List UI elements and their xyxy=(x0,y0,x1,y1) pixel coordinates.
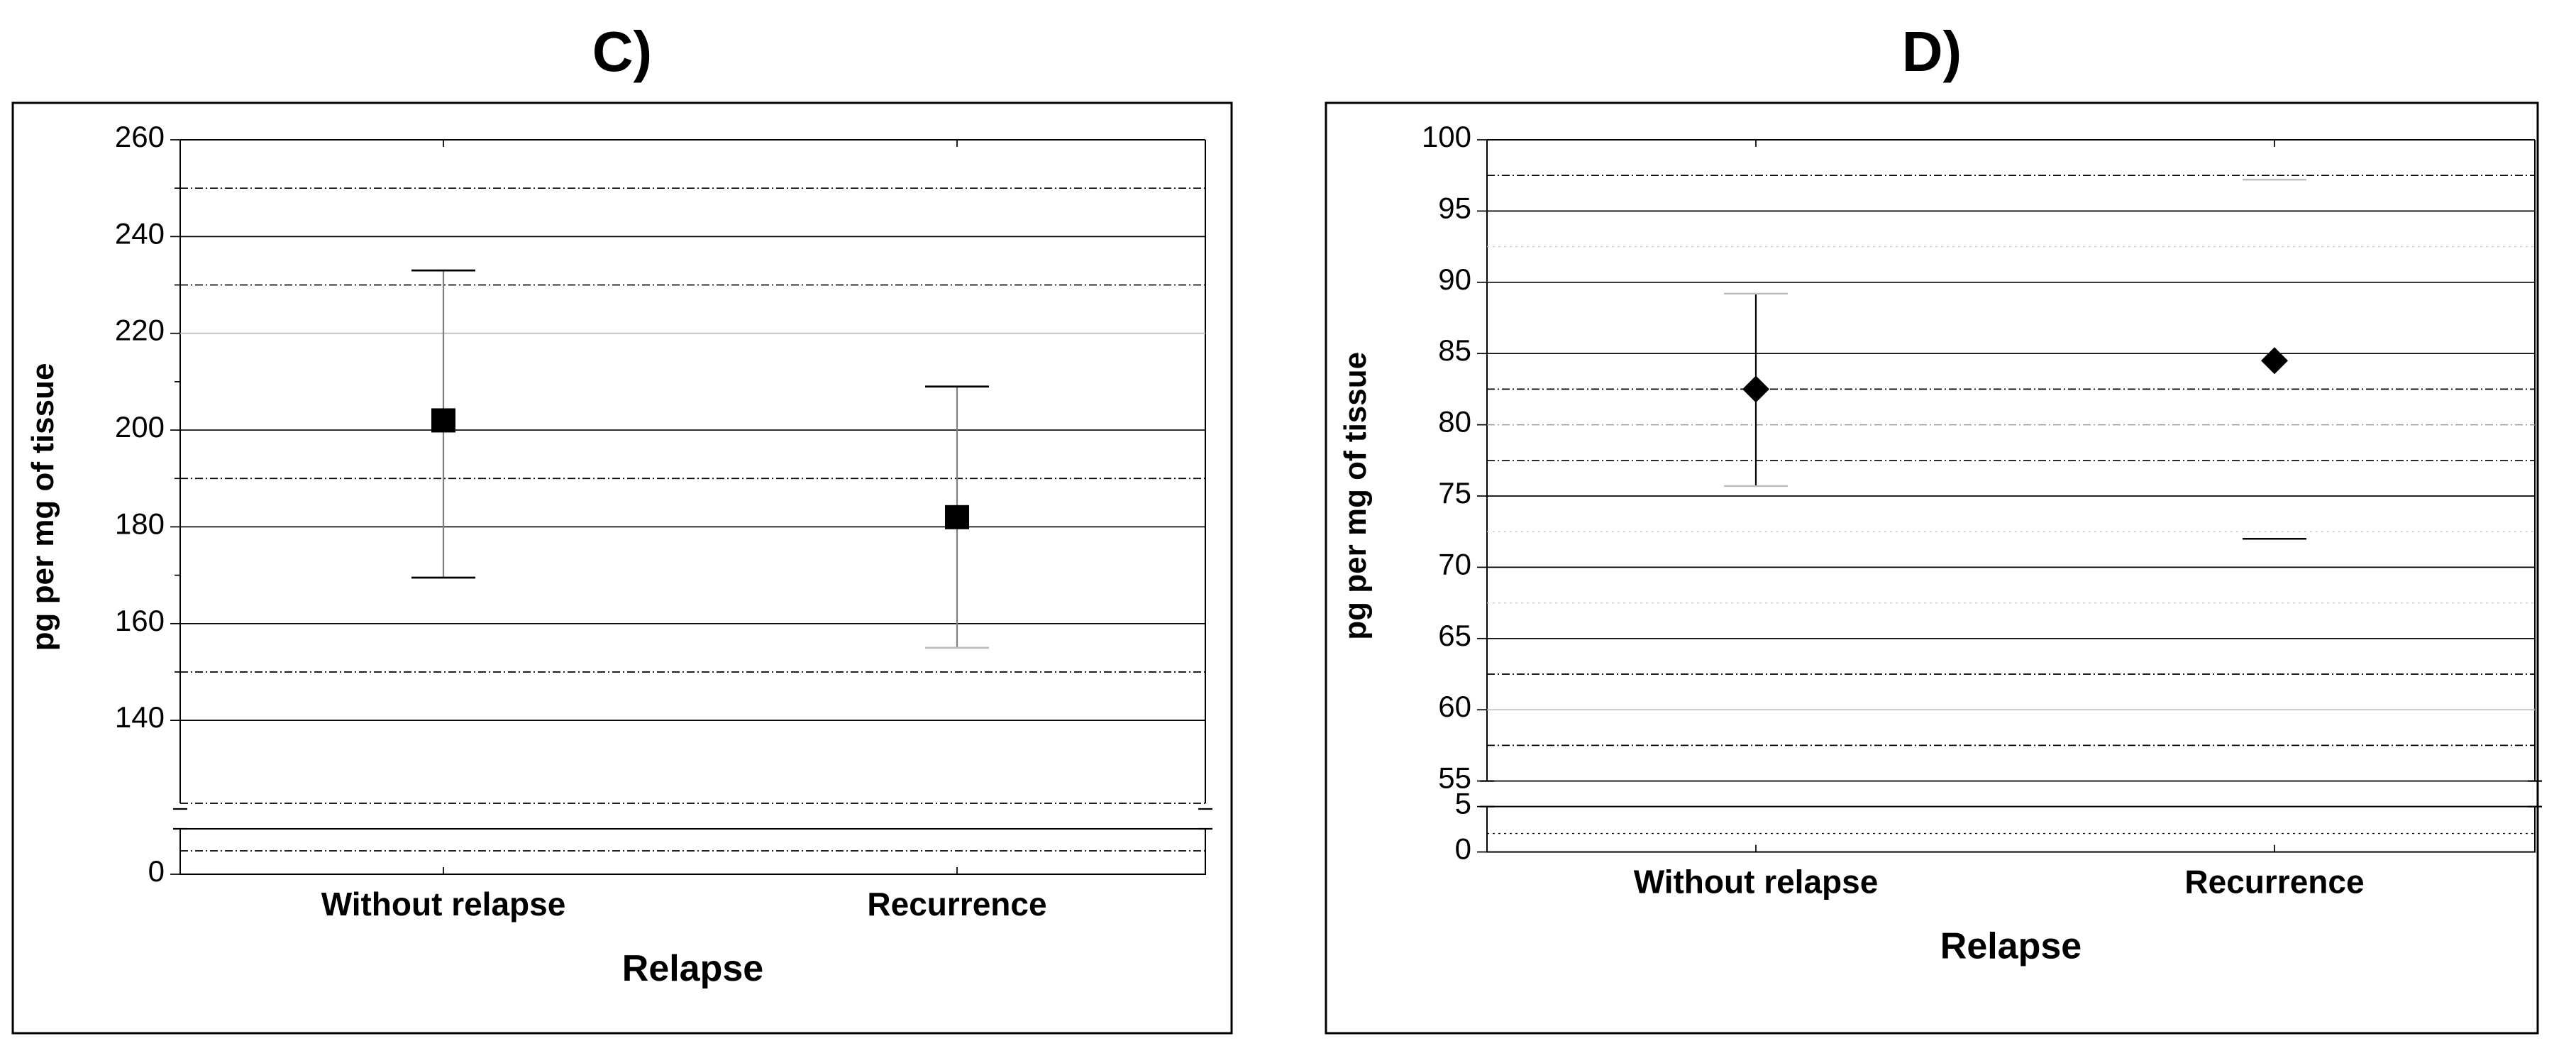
svg-text:Relapse: Relapse xyxy=(622,948,763,989)
svg-text:5: 5 xyxy=(1455,787,1471,820)
svg-text:Relapse: Relapse xyxy=(1940,926,2082,967)
svg-text:pg per mg of tissue: pg per mg of tissue xyxy=(26,363,60,651)
svg-text:90: 90 xyxy=(1438,263,1471,296)
svg-text:Without relapse: Without relapse xyxy=(321,886,566,922)
svg-text:75: 75 xyxy=(1438,476,1471,510)
svg-text:200: 200 xyxy=(115,410,165,444)
svg-text:D): D) xyxy=(1902,20,1962,83)
svg-text:0: 0 xyxy=(1455,832,1471,866)
svg-text:220: 220 xyxy=(115,314,165,347)
svg-text:65: 65 xyxy=(1438,619,1471,652)
svg-text:Recurrence: Recurrence xyxy=(2184,864,2364,900)
svg-text:pg per mg of tissue: pg per mg of tissue xyxy=(1338,352,1373,640)
svg-text:260: 260 xyxy=(115,120,165,153)
svg-text:C): C) xyxy=(592,20,652,83)
svg-text:60: 60 xyxy=(1438,690,1471,723)
svg-text:85: 85 xyxy=(1438,334,1471,367)
svg-text:240: 240 xyxy=(115,216,165,250)
svg-text:95: 95 xyxy=(1438,191,1471,224)
svg-text:70: 70 xyxy=(1438,547,1471,580)
svg-text:160: 160 xyxy=(115,604,165,637)
svg-text:140: 140 xyxy=(115,700,165,734)
svg-text:80: 80 xyxy=(1438,405,1471,439)
svg-text:0: 0 xyxy=(148,854,165,888)
svg-text:Without relapse: Without relapse xyxy=(1634,864,1879,900)
svg-text:180: 180 xyxy=(115,507,165,540)
svg-text:100: 100 xyxy=(1422,120,1471,153)
svg-text:Recurrence: Recurrence xyxy=(867,886,1046,922)
